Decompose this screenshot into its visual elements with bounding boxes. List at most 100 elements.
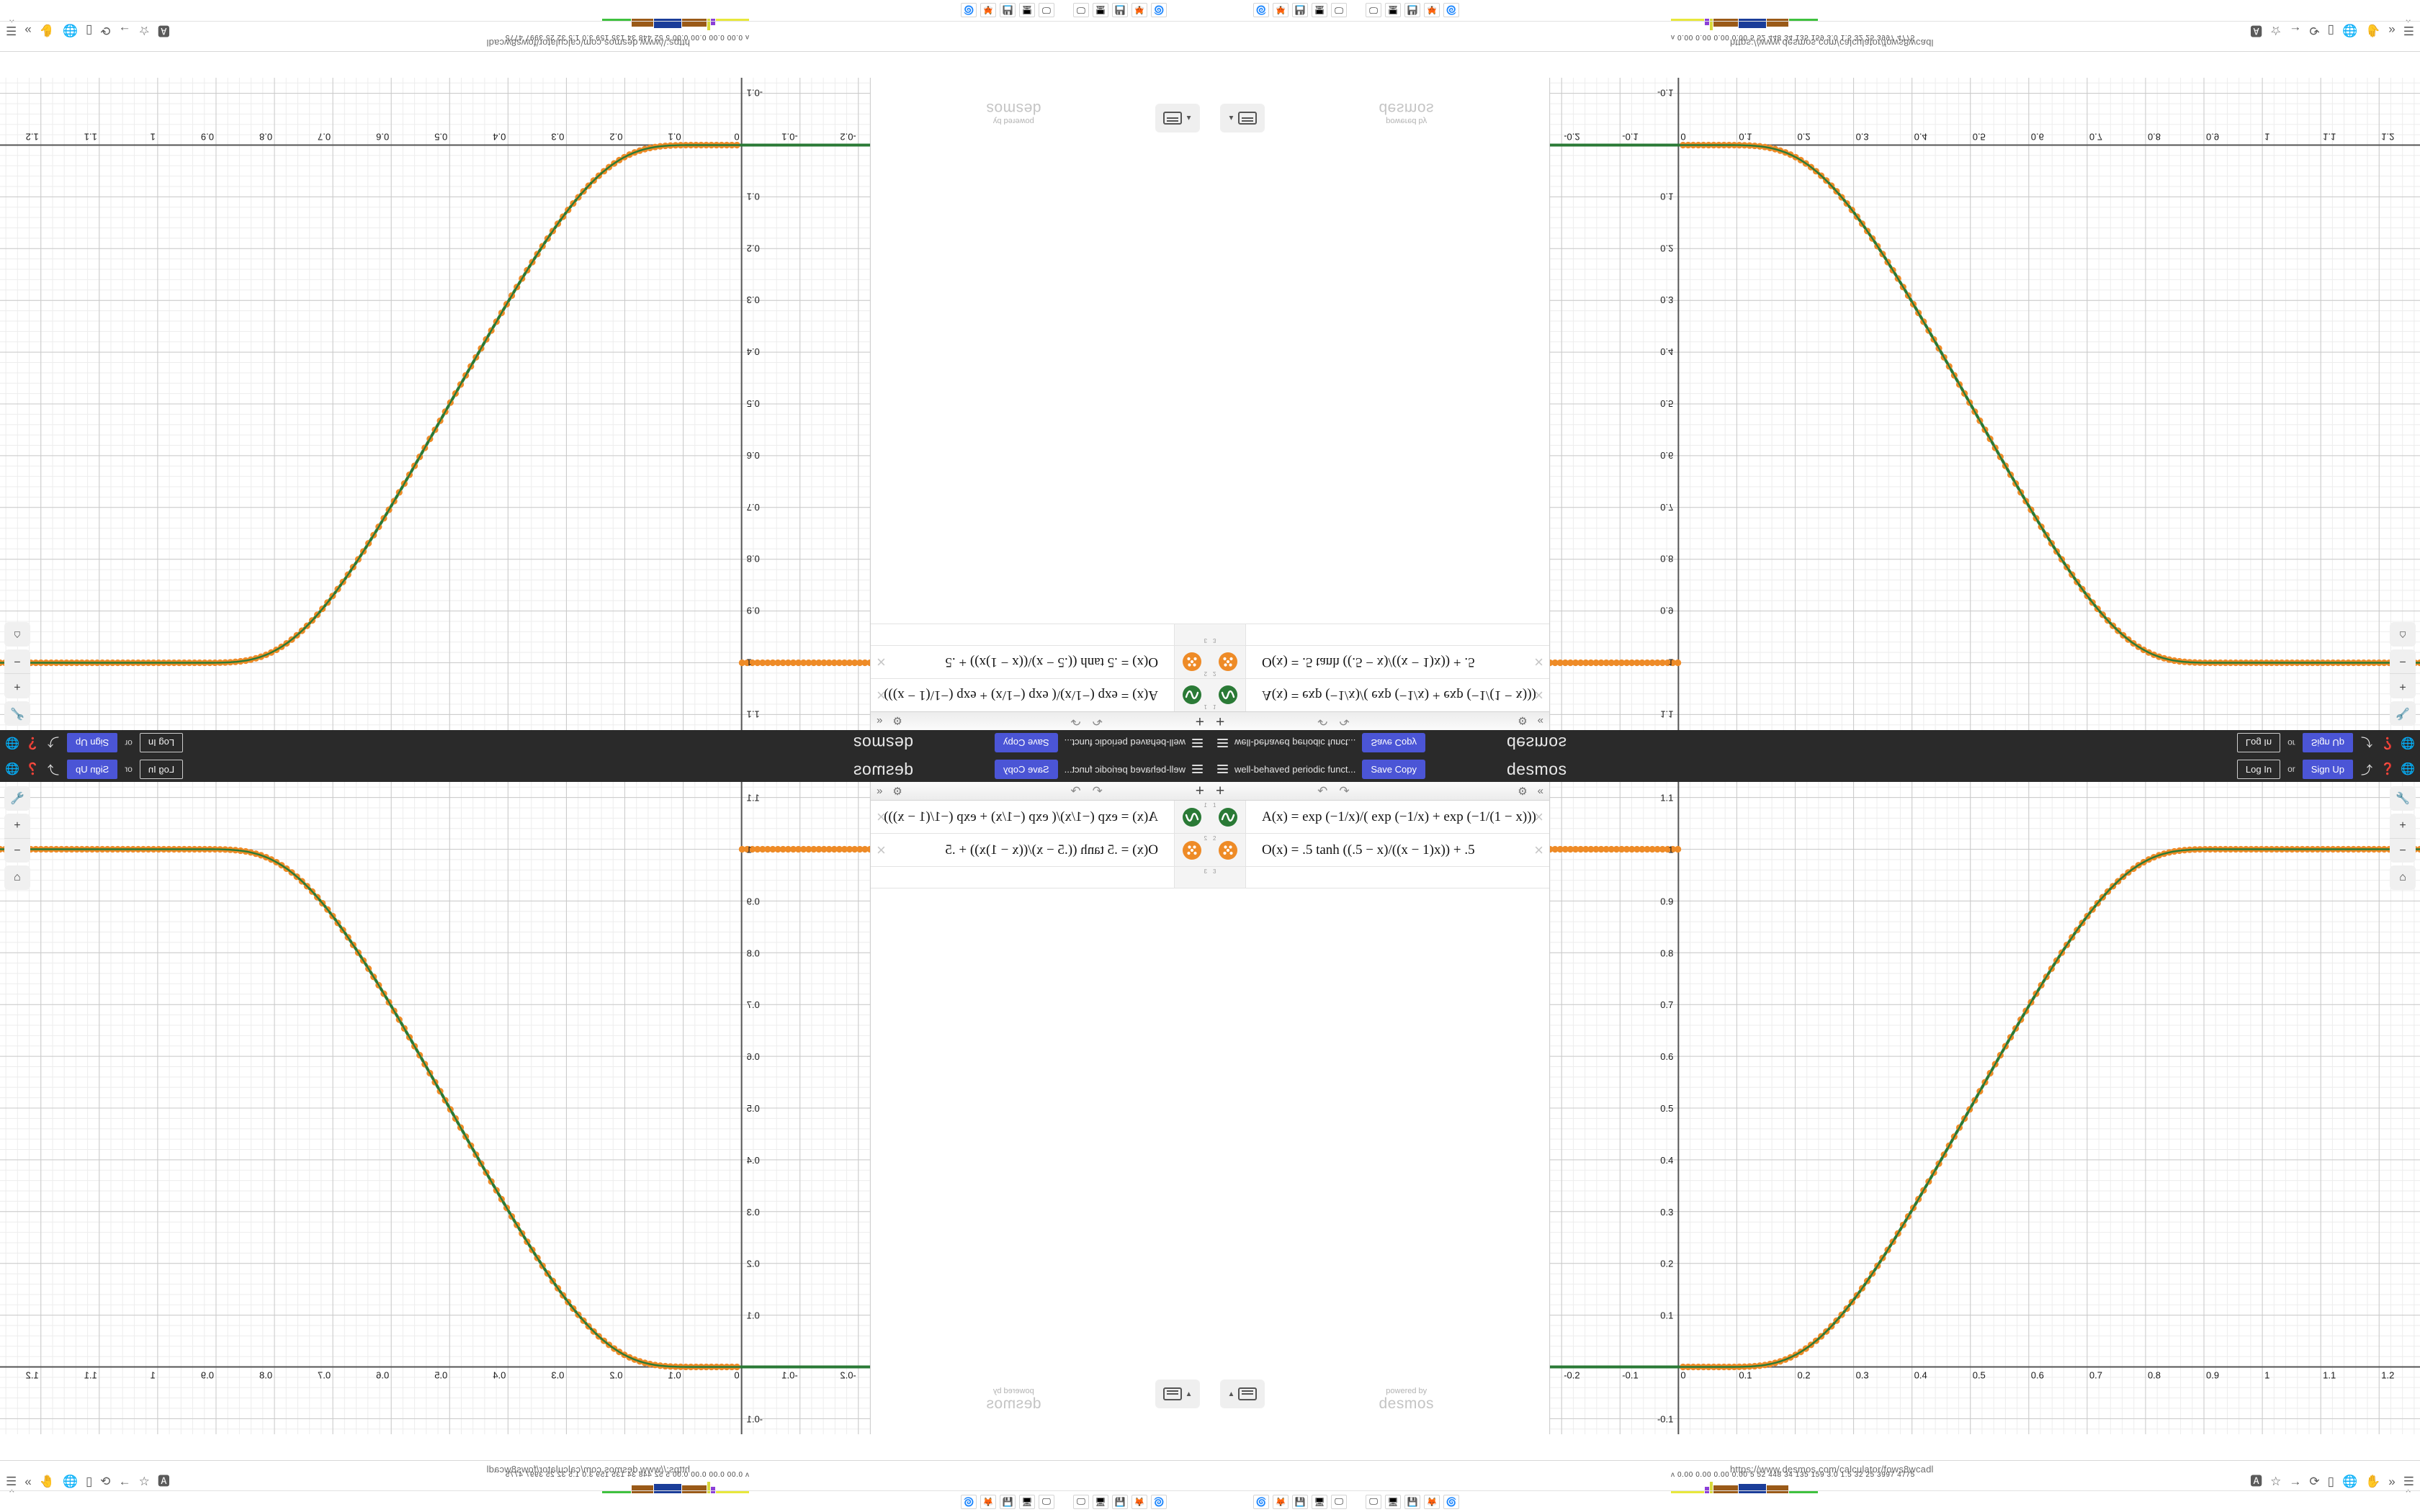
row-color-swatch[interactable]: 3 [1174, 624, 1210, 645]
blender-icon[interactable]: 🌀 [961, 1494, 977, 1509]
firefox-icon[interactable]: 🦊 [1131, 3, 1147, 18]
bookmark-star-icon[interactable]: ☆ [2270, 1475, 2282, 1488]
remove-expression-button[interactable]: × [1534, 807, 1543, 826]
blender-icon[interactable]: 🌀 [1443, 3, 1459, 18]
zoom-out-icon[interactable]: − [4, 838, 30, 863]
zoom-out-icon[interactable]: − [2390, 649, 2416, 674]
collapse-panel-icon[interactable]: « [877, 715, 883, 727]
expression-formula[interactable]: O(x) = .5 tanh ((.5 − x)/((x − 1)x)) + .… [945, 654, 1158, 670]
share-hand-icon[interactable]: ✋ [2365, 24, 2381, 37]
monitor-icon[interactable]: 🖵 [1073, 3, 1089, 18]
share-hand-icon[interactable]: ✋ [2365, 1475, 2381, 1488]
screen-green-icon[interactable]: 🖥 [1019, 1494, 1035, 1509]
expression-formula[interactable] [1246, 867, 1549, 888]
overflow-chevron-icon[interactable]: » [24, 1475, 32, 1488]
expression-formula[interactable]: A(x) = exp (−1/x)/( exp (−1/x) + exp (−1… [1262, 688, 1536, 703]
wrench-icon[interactable]: 🔧 [2390, 701, 2416, 726]
collapse-chevron-icon[interactable]: ⌃ [2403, 1488, 2413, 1500]
sign-up-button[interactable]: Sign Up [67, 733, 118, 753]
hamburger-icon[interactable] [1192, 739, 1203, 747]
row-color-swatch[interactable]: 2 [1174, 646, 1210, 678]
hamburger-icon[interactable] [1217, 765, 1228, 773]
log-in-button[interactable]: Log In [2236, 759, 2281, 779]
graph-title[interactable]: well-behaved periodic funct... [1234, 737, 1356, 749]
reader-icon[interactable]: ▯ [2327, 1475, 2334, 1488]
graph-title[interactable]: well-behaved periodic funct... [1064, 763, 1186, 775]
dots-icon[interactable] [1183, 840, 1202, 860]
screen-green-icon[interactable]: 🖥 [1312, 3, 1327, 18]
firefox-icon[interactable]: 🦊 [980, 3, 996, 18]
bookmark-star-icon[interactable]: ☆ [138, 24, 150, 37]
monitor-icon[interactable]: 🖵 [1366, 3, 1381, 18]
save-copy-button[interactable]: Save Copy [995, 733, 1058, 753]
expression-formula[interactable]: A(x) = exp (−1/x)/( exp (−1/x) + exp (−1… [884, 809, 1158, 824]
reader-icon[interactable]: ▯ [86, 1475, 93, 1488]
help-icon[interactable]: ❓ [2380, 737, 2395, 749]
zoom-out-icon[interactable]: − [2390, 838, 2416, 863]
expression-formula[interactable]: O(x) = .5 tanh ((.5 − x)/((x − 1)x)) + .… [1262, 654, 1475, 670]
screen-green-icon[interactable]: 🖥 [1019, 3, 1035, 18]
expression-row-empty[interactable]: 3 [871, 867, 1210, 888]
expression-formula[interactable]: A(x) = exp (−1/x)/( exp (−1/x) + exp (−1… [1262, 809, 1536, 824]
add-expression-button[interactable]: + [1195, 783, 1204, 799]
redo-button[interactable]: ↷ [1339, 714, 1350, 729]
firefox-icon[interactable]: 🦊 [1424, 1494, 1440, 1509]
remove-expression-button[interactable]: × [877, 840, 886, 859]
floppy-64-icon[interactable]: 💾 [1000, 3, 1016, 18]
screen-green-icon[interactable]: 🖥 [1312, 1494, 1327, 1509]
undo-button[interactable]: ↶ [1092, 783, 1103, 798]
remove-expression-button[interactable]: × [877, 653, 886, 672]
log-in-button[interactable]: Log In [139, 733, 184, 753]
collapse-panel-icon[interactable]: « [877, 785, 883, 797]
firefox-icon[interactable]: 🦊 [1131, 1494, 1147, 1509]
home-icon[interactable]: ⌂ [4, 622, 30, 647]
globe-icon[interactable]: 🌐 [5, 763, 19, 775]
translate-icon[interactable]: 🅰 [157, 1475, 170, 1488]
globe-icon[interactable]: 🌐 [62, 1475, 79, 1488]
row-color-swatch[interactable]: 3 [1174, 867, 1210, 888]
address-bar[interactable]: https://www.desmos.com/calculator/fows8w… [1730, 1464, 1934, 1475]
monitor-icon[interactable]: 🖵 [1331, 1494, 1347, 1509]
share-hand-icon[interactable]: ✋ [39, 24, 55, 37]
reload-icon[interactable]: ⟳ [100, 1475, 111, 1488]
share-icon[interactable]: ⤴ [48, 735, 60, 747]
wave-icon[interactable] [1218, 685, 1237, 705]
home-icon[interactable]: ⌂ [2390, 622, 2416, 647]
add-expression-button[interactable]: + [1195, 713, 1204, 729]
collapse-panel-icon[interactable]: « [1537, 785, 1543, 797]
wave-icon[interactable] [1183, 685, 1202, 705]
reload-icon[interactable]: ⟳ [2309, 1475, 2320, 1488]
hamburger-icon[interactable] [1217, 739, 1228, 747]
floppy-48-icon[interactable]: 💾 [1292, 3, 1308, 18]
graph-title[interactable]: well-behaved periodic funct... [1064, 737, 1186, 749]
globe-icon[interactable]: 🌐 [2341, 1475, 2358, 1488]
gear-icon[interactable]: ⚙ [1518, 785, 1528, 798]
forward-arrow-icon[interactable]: → [2289, 24, 2302, 37]
expression-formula[interactable] [871, 867, 1174, 888]
graph-canvas[interactable]: -0.2 -0.1 0 0.1 0.2 0.3 0.4 0.5 0.6 0.7 0.8 0.9 1 1.1… [1550, 782, 2420, 1434]
keyboard-toggle-button[interactable]: ▲ [1220, 104, 1265, 132]
graph-canvas[interactable]: -0.2 -0.1 0 0.1 0.2 0.3 0.4 0.5 0.6 0.7 0.8 0.9 1 1.1… [0, 78, 870, 730]
monitor-icon[interactable]: 🖵 [1039, 1494, 1054, 1509]
zoom-in-icon[interactable]: + [2390, 674, 2416, 698]
add-expression-button[interactable]: + [1216, 783, 1225, 799]
wrench-icon[interactable]: 🔧 [4, 701, 30, 726]
blender-icon[interactable]: 🌀 [1253, 1494, 1269, 1509]
expression-row[interactable]: 2 O(x) = .5 tanh ((.5 − x)/((x − 1)x)) +… [871, 834, 1210, 867]
floppy-64-icon[interactable]: 💾 [1000, 1494, 1016, 1509]
expression-row[interactable]: 1 A(x) = exp (−1/x)/( exp (−1/x) + exp (… [871, 678, 1210, 711]
expression-row[interactable]: 1 A(x) = exp (−1/x)/( exp (−1/x) + exp (… [1210, 801, 1549, 834]
row-color-swatch[interactable]: 3 [1210, 624, 1246, 645]
row-color-swatch[interactable]: 1 [1210, 679, 1246, 711]
floppy-48-icon[interactable]: 💾 [1112, 3, 1128, 18]
menu-icon[interactable]: ☰ [2403, 24, 2414, 37]
sign-up-button[interactable]: Sign Up [67, 759, 118, 779]
row-color-swatch[interactable]: 1 [1174, 679, 1210, 711]
expression-row[interactable]: 2 O(x) = .5 tanh ((.5 − x)/((x − 1)x)) +… [1210, 645, 1549, 678]
floppy-48-icon[interactable]: 💾 [1112, 1494, 1128, 1509]
expression-formula[interactable]: O(x) = .5 tanh ((.5 − x)/((x − 1)x)) + .… [945, 842, 1158, 858]
dots-icon[interactable] [1218, 652, 1237, 672]
expression-row[interactable]: 2 O(x) = .5 tanh ((.5 − x)/((x − 1)x)) +… [871, 645, 1210, 678]
expression-row[interactable]: 1 A(x) = exp (−1/x)/( exp (−1/x) + exp (… [1210, 678, 1549, 711]
home-icon[interactable]: ⌂ [2390, 865, 2416, 890]
